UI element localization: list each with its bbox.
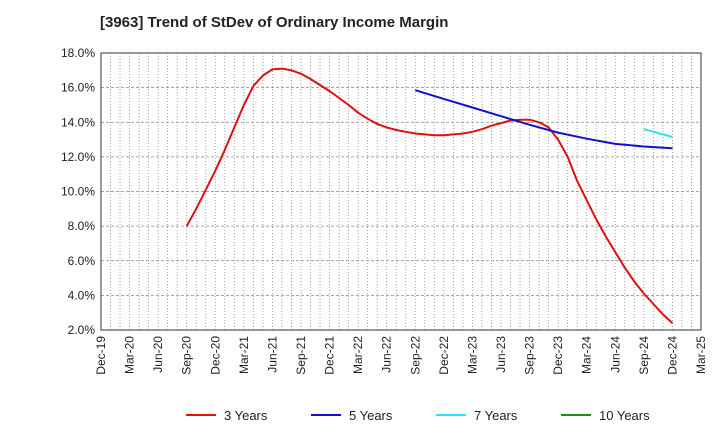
x-tick-label: Jun-20 xyxy=(151,336,165,373)
y-tick-label: 2.0% xyxy=(68,323,96,337)
x-tick-label: Mar-20 xyxy=(123,336,137,374)
y-tick-label: 14.0% xyxy=(61,115,95,129)
x-tick-label: Mar-22 xyxy=(351,336,365,374)
x-tick-label: Sep-21 xyxy=(294,336,308,375)
x-axis-ticks: Dec-19 Mar-20 Jun-20 Sep-20 Dec-20 Mar-21 Jun-… xyxy=(94,336,708,375)
x-tick-label: Dec-23 xyxy=(551,336,565,375)
x-tick-label: Jun-24 xyxy=(608,336,622,373)
x-tick-label: Sep-22 xyxy=(408,336,422,375)
x-tick-label: Mar-24 xyxy=(580,336,594,374)
series-line-7-years xyxy=(643,128,673,138)
series-line-3-years xyxy=(185,67,674,324)
x-tick-label: Sep-23 xyxy=(523,336,537,375)
chart-title: [3963] Trend of StDev of Ordinary Income… xyxy=(100,14,449,31)
plot-border xyxy=(100,52,702,331)
y-tick-label: 12.0% xyxy=(61,150,95,164)
x-tick-label: Dec-22 xyxy=(437,336,451,375)
y-axis-ticks: 2.0% 4.0% 6.0% 8.0% 10.0% 12.0% 14.0% 16.0% 18.0… xyxy=(61,46,95,337)
x-tick-label: Jun-23 xyxy=(494,336,508,373)
y-grid xyxy=(101,87,701,296)
y-tick-label: 16.0% xyxy=(61,81,95,95)
y-tick-label: 8.0% xyxy=(68,219,96,233)
x-tick-label: Dec-24 xyxy=(665,336,679,375)
legend-label: 5 Years xyxy=(349,408,393,423)
y-tick-label: 6.0% xyxy=(68,254,96,268)
x-tick-label: Sep-24 xyxy=(637,336,651,375)
x-tick-label: Mar-23 xyxy=(465,336,479,374)
x-tick-label: Dec-20 xyxy=(208,336,222,375)
legend-label: 7 Years xyxy=(474,408,518,423)
legend-label: 10 Years xyxy=(599,408,650,423)
x-tick-label: Jun-22 xyxy=(380,336,394,373)
y-tick-label: 10.0% xyxy=(61,185,95,199)
x-tick-label: Sep-20 xyxy=(180,336,194,375)
legend-label: 3 Years xyxy=(224,408,268,423)
x-tick-label: Jun-21 xyxy=(265,336,279,373)
series-lines xyxy=(185,67,674,324)
series-line-5-years xyxy=(415,89,673,150)
x-tick-label: Mar-25 xyxy=(694,336,708,374)
x-tick-label: Dec-21 xyxy=(323,336,337,375)
x-tick-label: Dec-19 xyxy=(94,336,108,375)
legend: 3 Years 5 Years 7 Years 10 Years xyxy=(186,408,650,423)
x-tick-label: Mar-21 xyxy=(237,336,251,374)
y-tick-label: 18.0% xyxy=(61,46,95,60)
y-tick-label: 4.0% xyxy=(68,288,96,302)
